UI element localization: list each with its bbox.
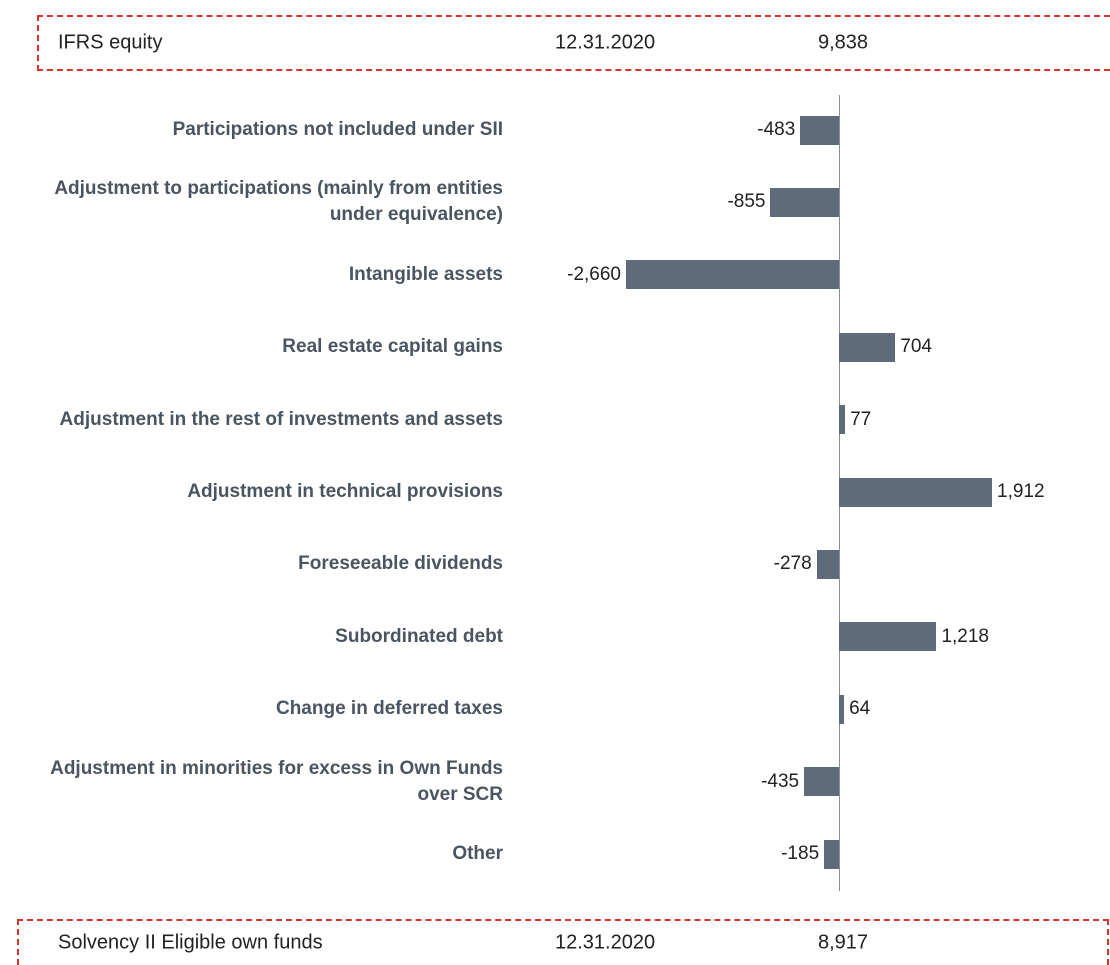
category-label: Adjustment in minorities for excess in O… bbox=[50, 757, 503, 805]
bar bbox=[816, 549, 839, 579]
value-label: 77 bbox=[850, 408, 872, 430]
header-label: IFRS equity bbox=[58, 31, 163, 54]
bar bbox=[838, 694, 845, 724]
bar bbox=[838, 622, 937, 652]
category-label: Other bbox=[452, 843, 503, 864]
value-label: -278 bbox=[773, 553, 812, 575]
category-label: Participations not included under SII bbox=[172, 119, 503, 140]
bar bbox=[770, 187, 839, 217]
value-label: -2,660 bbox=[567, 263, 621, 285]
bar bbox=[838, 477, 992, 507]
value-label: -483 bbox=[757, 119, 796, 140]
category-label: Intangible assets bbox=[348, 263, 503, 285]
bar bbox=[800, 115, 839, 145]
category-label: Adjustment in technical provisions bbox=[187, 481, 503, 502]
bar bbox=[838, 405, 846, 435]
bar bbox=[838, 332, 896, 362]
value-label: 1,912 bbox=[997, 481, 1045, 502]
header-date: 12.31.2020 bbox=[555, 31, 656, 54]
value-label: 1,218 bbox=[941, 625, 989, 647]
footer-label: Solvency II Eligible own funds bbox=[58, 931, 323, 954]
value-label: 64 bbox=[849, 698, 871, 720]
category-label: Real estate capital gains bbox=[282, 336, 503, 358]
header-value: 9,838 bbox=[818, 31, 869, 54]
bar bbox=[804, 767, 839, 797]
footer-date: 12.31.2020 bbox=[555, 931, 656, 954]
bar bbox=[824, 839, 839, 869]
bar bbox=[626, 260, 839, 290]
footer-box: Solvency II Eligible own funds 12.31.202… bbox=[17, 919, 1109, 965]
value-label: -185 bbox=[781, 843, 820, 864]
category-label: Foreseeable dividends bbox=[298, 553, 503, 575]
category-label: Adjustment in the rest of investments an… bbox=[59, 408, 503, 430]
category-label: Subordinated debt bbox=[335, 625, 503, 647]
value-label: -855 bbox=[727, 191, 766, 213]
category-label: Change in deferred taxes bbox=[275, 698, 503, 720]
value-label: 704 bbox=[900, 336, 932, 358]
value-label: -435 bbox=[761, 770, 800, 792]
header-box: IFRS equity 12.31.2020 9,838 bbox=[37, 15, 1110, 71]
category-label: Adjustment to participations (mainly fro… bbox=[54, 178, 503, 226]
footer-value: 8,917 bbox=[818, 931, 869, 954]
